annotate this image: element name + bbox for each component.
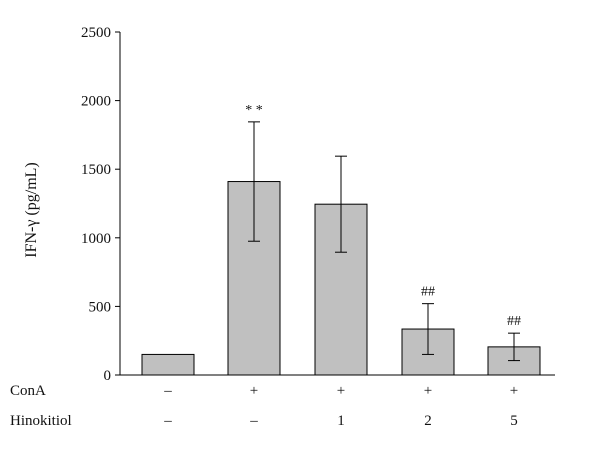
significance-marker: ## [507, 314, 521, 329]
treatment-cell: + [510, 383, 518, 399]
treatment-cell: + [337, 383, 345, 399]
significance-marker: * * [245, 103, 263, 118]
y-tick-label: 1000 [81, 231, 111, 247]
y-tick-label: 500 [89, 299, 112, 315]
treatment-row-label: Hinokitiol [10, 413, 72, 429]
treatment-row-label: ConA [10, 383, 46, 399]
treatment-cell: – [249, 413, 258, 429]
significance-marker: ## [421, 285, 435, 300]
treatment-cell: – [163, 413, 172, 429]
treatment-cell: – [163, 383, 172, 399]
y-axis-title: IFN-γ (pg/mL) [23, 162, 40, 258]
y-tick-label: 2000 [81, 94, 111, 110]
treatment-cell: 2 [424, 413, 432, 429]
y-tick-label: 2500 [81, 25, 111, 41]
treatment-cell: + [250, 383, 258, 399]
y-tick-label: 0 [104, 368, 112, 384]
treatment-cell: 5 [510, 413, 518, 429]
bar [141, 353, 195, 376]
treatment-cell: 1 [337, 413, 345, 429]
treatment-cell: + [424, 383, 432, 399]
y-tick-label: 1500 [81, 162, 111, 178]
y-axis-ticks: 0 500 1000 1500 2000 2500 [81, 25, 120, 384]
treatment-table: ConA – + + + + Hinokitiol – – 1 2 5 [10, 383, 518, 429]
significance-annotations: * * ## ## [245, 103, 521, 329]
error-bars [248, 121, 520, 362]
